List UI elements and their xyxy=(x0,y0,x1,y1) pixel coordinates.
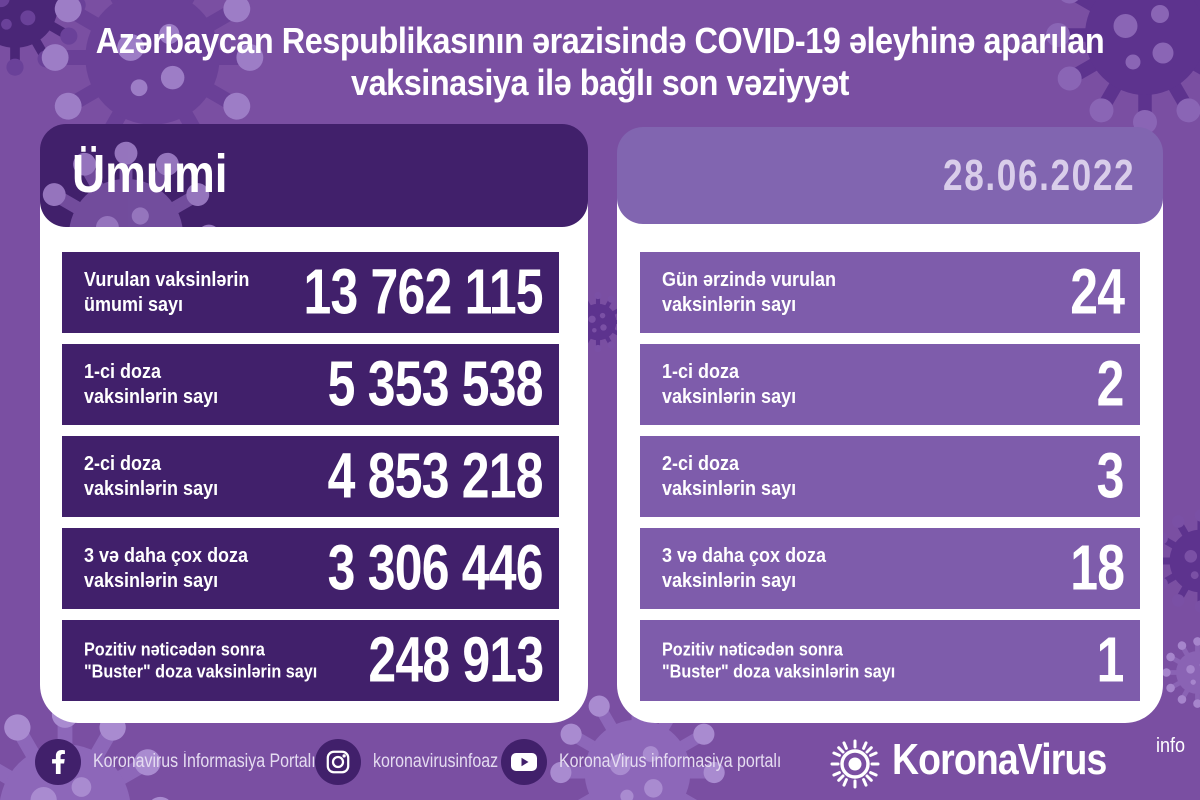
stat-label: 1-ci doza vaksinlərin sayı xyxy=(662,360,797,408)
facebook-link[interactable]: Koronavirus İnformasiya Portalı xyxy=(35,737,358,787)
stat-row-booster-total: Pozitiv nəticədən sonra "Buster" doza va… xyxy=(62,620,559,701)
stat-row-booster-daily: Pozitiv nəticədən sonra "Buster" doza va… xyxy=(640,620,1140,701)
koronavirus-info-logo: KoronaVirus info xyxy=(828,732,1187,792)
virus-sun-icon xyxy=(830,739,880,789)
stat-value: 248 913 xyxy=(368,623,544,696)
page-title: Azərbaycan Respublikasının ərazisində CO… xyxy=(60,20,1140,105)
youtube-icon[interactable] xyxy=(501,739,547,785)
stat-row-second-dose-total: 2-ci doza vaksinlərin sayı 4 853 218 xyxy=(62,436,559,517)
stat-label: 2-ci doza vaksinlərin sayı xyxy=(662,452,797,500)
logo-text: KoronaVirus xyxy=(892,735,1107,784)
facebook-label[interactable]: Koronavirus İnformasiya Portalı xyxy=(93,751,316,772)
stat-value: 18 xyxy=(1070,531,1125,604)
stat-value: 1 xyxy=(1097,623,1125,696)
stat-value: 2 xyxy=(1097,347,1125,420)
instagram-label[interactable]: koronavirusinfoaz xyxy=(373,751,499,772)
logo-superscript: info xyxy=(1156,735,1186,757)
stat-value: 3 xyxy=(1097,439,1125,512)
facebook-icon[interactable] xyxy=(35,739,81,785)
instagram-icon[interactable] xyxy=(315,739,361,785)
stat-label: 1-ci doza vaksinlərin sayı xyxy=(84,360,219,408)
stat-value: 5 353 538 xyxy=(327,347,544,420)
stat-value: 13 762 115 xyxy=(303,255,544,328)
daily-header: 28.06.2022 xyxy=(617,127,1163,224)
virus-decoration xyxy=(1160,635,1200,710)
instagram-link[interactable]: koronavirusinfoaz xyxy=(315,737,522,787)
stat-row-third-dose-daily: 3 və daha çox doza vaksinlərin sayı 18 xyxy=(640,528,1140,609)
stat-row-second-dose-daily: 2-ci doza vaksinlərin sayı 3 xyxy=(640,436,1140,517)
stat-label: Vurulan vaksinlərin ümumi sayı xyxy=(84,268,250,316)
stat-label: Gün ərzində vurulan vaksinlərin sayı xyxy=(662,268,837,316)
youtube-label[interactable]: KoronaVirus informasiya portalı xyxy=(559,751,782,772)
stat-row-first-dose-daily: 1-ci doza vaksinlərin sayı 2 xyxy=(640,344,1140,425)
stat-row-daily-vaccines: Gün ərzində vurulan vaksinlərin sayı 24 xyxy=(640,252,1140,333)
stat-value: 24 xyxy=(1070,255,1125,328)
report-date: 28.06.2022 xyxy=(942,150,1135,200)
stat-label: 3 və daha çox doza vaksinlərin sayı xyxy=(84,544,249,592)
stat-label: 2-ci doza vaksinlərin sayı xyxy=(84,452,219,500)
title-line-1: Azərbaycan Respublikasının ərazisində CO… xyxy=(95,20,1105,61)
stat-value: 4 853 218 xyxy=(327,439,544,512)
stat-row-first-dose-total: 1-ci doza vaksinlərin sayı 5 353 538 xyxy=(62,344,559,425)
totals-header-label: Ümumi xyxy=(72,143,228,204)
stat-value: 3 306 446 xyxy=(327,531,544,604)
title-line-2: vaksinasiya ilə bağlı son vəziyyət xyxy=(351,62,849,104)
stat-label: Pozitiv nəticədən sonra "Buster" doza va… xyxy=(84,639,318,682)
stat-row-total-vaccines: Vurulan vaksinlərin ümumi sayı 13 762 11… xyxy=(62,252,559,333)
youtube-link[interactable]: KoronaVirus informasiya portalı xyxy=(501,737,824,787)
stat-label: Pozitiv nəticədən sonra "Buster" doza va… xyxy=(662,639,896,682)
stat-label: 3 və daha çox doza vaksinlərin sayı xyxy=(662,544,827,592)
stat-row-third-dose-total: 3 və daha çox doza vaksinlərin sayı 3 30… xyxy=(62,528,559,609)
totals-header: Ümumi xyxy=(40,124,588,227)
